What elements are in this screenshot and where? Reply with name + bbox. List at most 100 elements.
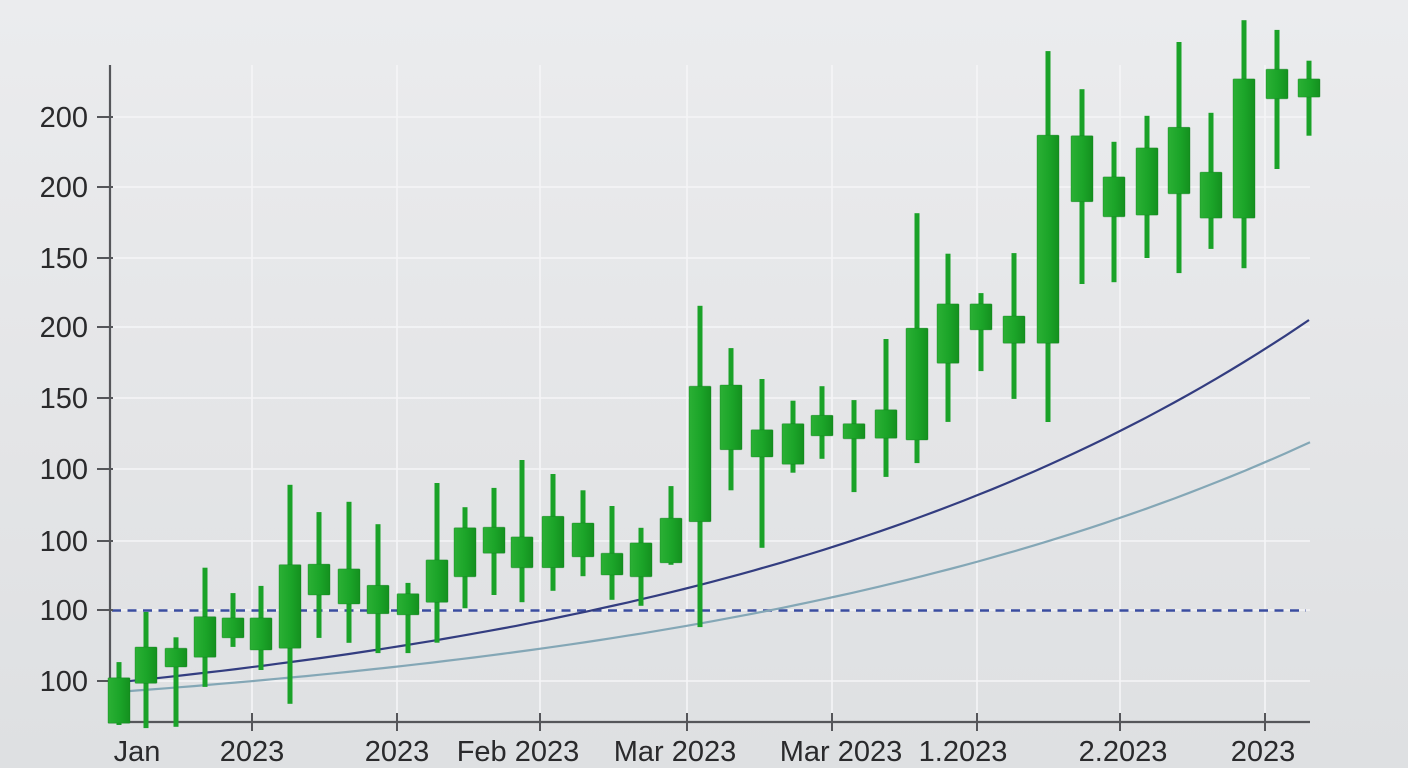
x-tick-label: 2023 bbox=[1231, 736, 1296, 768]
candle-body bbox=[629, 542, 653, 578]
candle-28 bbox=[905, 213, 929, 464]
candle-22 bbox=[719, 348, 743, 491]
candle-3 bbox=[164, 637, 188, 727]
candle-body bbox=[193, 616, 217, 658]
x-axis-labels: Jan 2023 2023 Feb 2023 Mar 2023 Mar 2023 1.202… bbox=[114, 713, 1296, 768]
y-tick-label: 200 bbox=[40, 312, 88, 344]
candle-7 bbox=[278, 484, 302, 704]
candle-wick bbox=[1306, 60, 1312, 136]
candle-body bbox=[905, 327, 929, 441]
candle-body bbox=[936, 303, 960, 364]
candle-body bbox=[781, 423, 805, 465]
candle-body bbox=[688, 385, 712, 523]
candle-body bbox=[600, 552, 624, 576]
candle-2 bbox=[134, 611, 158, 729]
candle-wick bbox=[519, 460, 525, 603]
y-tick-label: 150 bbox=[40, 383, 88, 415]
candle-32 bbox=[1036, 51, 1060, 422]
candle-body bbox=[425, 559, 449, 603]
candle-29 bbox=[936, 253, 960, 422]
x-tick-label: 1.2023 bbox=[919, 736, 1008, 768]
x-tick-label: Mar 2023 bbox=[780, 736, 903, 768]
candle-1 bbox=[107, 662, 131, 725]
candle-body bbox=[1265, 68, 1289, 100]
candle-body bbox=[366, 584, 390, 615]
upper-trend-curve bbox=[109, 319, 1310, 685]
candle-body bbox=[969, 303, 993, 331]
y-tick-label: 100 bbox=[40, 454, 88, 486]
y-tick-label: 200 bbox=[40, 172, 88, 204]
candle-5 bbox=[221, 593, 245, 647]
candle-body bbox=[571, 522, 595, 558]
candle-body bbox=[510, 536, 534, 569]
x-tick-label: 2023 bbox=[365, 736, 430, 768]
candle-40 bbox=[1297, 60, 1321, 136]
candle-wick bbox=[883, 339, 889, 477]
candle-body bbox=[249, 617, 273, 651]
candle-body bbox=[482, 526, 506, 554]
candle-23 bbox=[750, 379, 774, 548]
candle-9 bbox=[337, 501, 361, 643]
candle-body bbox=[874, 409, 898, 439]
y-tick-label: 200 bbox=[40, 102, 88, 134]
candle-body bbox=[337, 568, 361, 605]
candle-body bbox=[164, 647, 188, 668]
x-tick-label: Jan bbox=[114, 736, 161, 768]
candle-body bbox=[842, 423, 866, 440]
candle-13 bbox=[453, 507, 477, 609]
candle-body bbox=[453, 527, 477, 578]
candle-10 bbox=[366, 524, 390, 654]
candle-body bbox=[307, 563, 331, 596]
x-tick-label: Feb 2023 bbox=[457, 736, 580, 768]
candle-34 bbox=[1102, 141, 1126, 283]
candle-36 bbox=[1167, 42, 1191, 274]
candle-8 bbox=[307, 512, 331, 638]
candle-body bbox=[1036, 134, 1060, 344]
candle-4 bbox=[193, 567, 217, 687]
candle-body bbox=[1232, 78, 1256, 219]
y-tick-label: 150 bbox=[40, 243, 88, 275]
x-tick-label: 2023 bbox=[220, 736, 285, 768]
candle-body bbox=[1135, 147, 1159, 216]
candle-16 bbox=[541, 474, 565, 591]
candle-body bbox=[810, 414, 834, 437]
x-tick-label: Mar 2023 bbox=[614, 736, 737, 768]
candle-body bbox=[1199, 171, 1223, 219]
candle-body bbox=[1102, 176, 1126, 218]
candle-wick bbox=[1274, 29, 1280, 170]
candle-wick bbox=[405, 582, 411, 654]
candle-wick bbox=[978, 293, 984, 372]
candle-body bbox=[1297, 78, 1321, 98]
candle-39 bbox=[1265, 29, 1289, 170]
x-tick-label: 2.2023 bbox=[1079, 736, 1168, 768]
candle-35 bbox=[1135, 115, 1159, 258]
candle-19 bbox=[629, 527, 653, 606]
candle-body bbox=[278, 564, 302, 649]
candle-21 bbox=[688, 305, 712, 628]
candle-wick bbox=[759, 379, 765, 548]
candle-body bbox=[1070, 135, 1094, 203]
candle-12 bbox=[425, 483, 449, 643]
candle-wick bbox=[173, 637, 179, 727]
candle-25 bbox=[810, 386, 834, 459]
candle-body bbox=[221, 617, 245, 639]
candle-30 bbox=[969, 293, 993, 372]
y-tick-label: 100 bbox=[40, 595, 88, 627]
candle-body bbox=[1167, 126, 1191, 195]
vertical-gridlines bbox=[251, 65, 1266, 722]
y-tick-label: 100 bbox=[40, 666, 88, 698]
candle-11 bbox=[396, 582, 420, 654]
candle-17 bbox=[571, 490, 595, 577]
candle-wick bbox=[851, 400, 857, 493]
candle-body bbox=[541, 515, 565, 569]
candle-wick bbox=[609, 506, 615, 600]
candle-body bbox=[659, 517, 683, 564]
candle-body bbox=[107, 677, 131, 724]
candle-18 bbox=[600, 506, 624, 600]
candle-31 bbox=[1002, 253, 1026, 399]
candle-body bbox=[719, 384, 743, 451]
axes bbox=[108, 65, 1310, 724]
candle-body bbox=[134, 646, 158, 684]
